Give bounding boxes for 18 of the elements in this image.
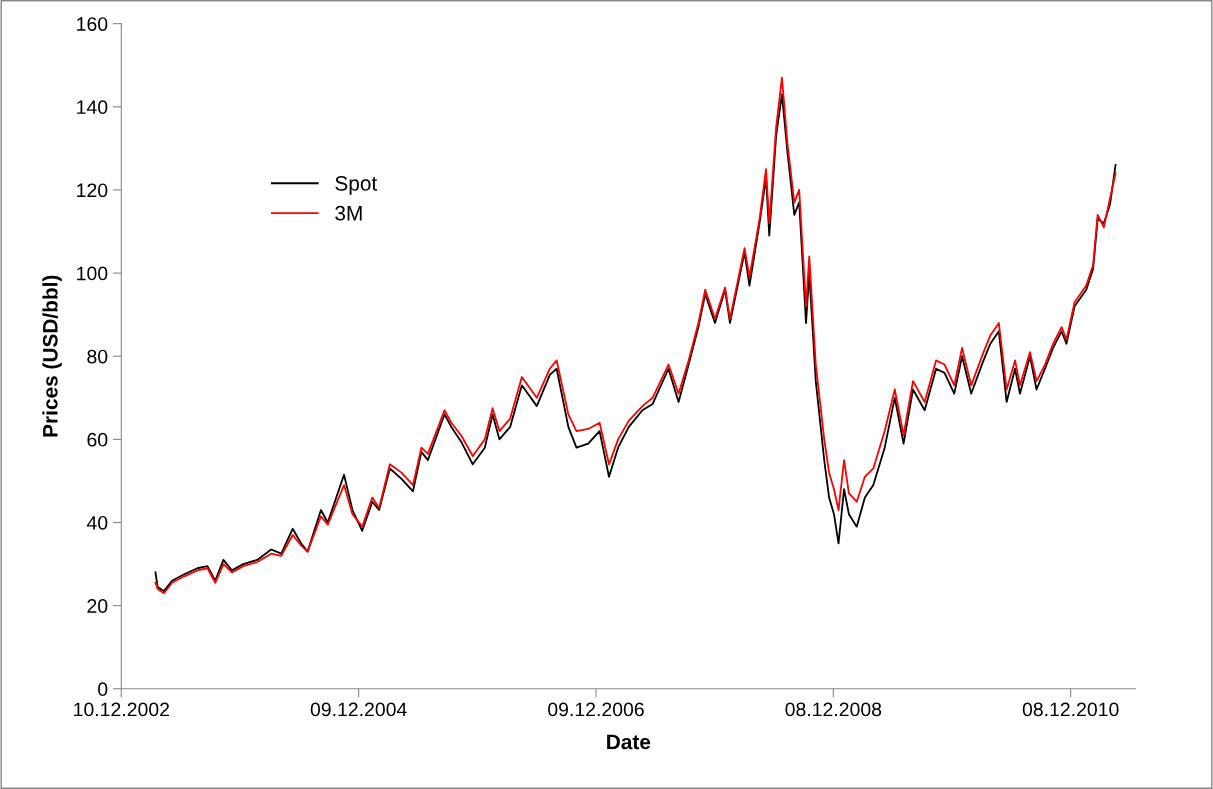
y-tick-label: 80 xyxy=(87,349,108,364)
y-tick-label: 160 xyxy=(77,17,108,31)
legend-label: Spot xyxy=(335,176,378,195)
y-tick-label: 0 xyxy=(98,682,108,697)
y-tick-label: 140 xyxy=(77,100,108,115)
y-tick-label: 40 xyxy=(86,515,108,530)
x-tick-label: 09.12.2006 xyxy=(548,702,644,717)
y-tick-label: 20 xyxy=(87,599,108,613)
legend-label: 3M xyxy=(335,205,362,221)
y-tick-label: 60 xyxy=(87,432,108,447)
x-tick-label: 08.12.2008 xyxy=(785,702,882,717)
x-tick-label: 10.12.2002 xyxy=(74,702,169,717)
y-axis-title: Prices (USD/bbl) xyxy=(42,275,62,437)
x-tick-label: 08.12.2010 xyxy=(1022,702,1119,717)
x-tick-label: 09.12.2004 xyxy=(310,702,407,717)
y-tick-label: 120 xyxy=(77,183,108,198)
x-axis-title: Date xyxy=(607,734,651,750)
y-tick-label: 100 xyxy=(77,266,108,281)
